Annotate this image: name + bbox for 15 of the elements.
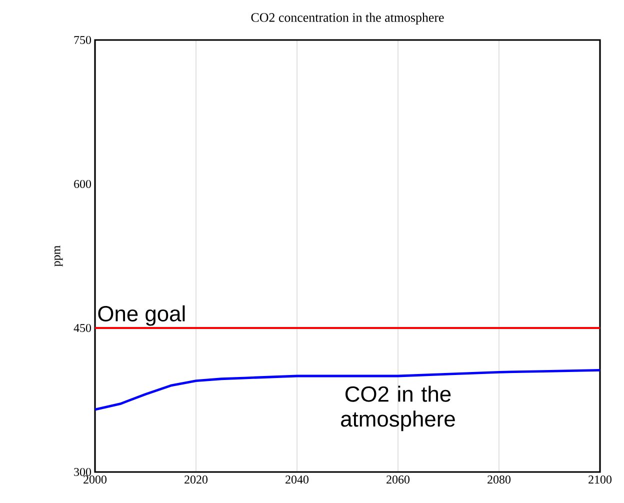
series-label: CO2 in the atmosphere bbox=[341, 386, 455, 432]
x-tick-label: 2020 bbox=[184, 476, 208, 484]
y-tick-label: 300 bbox=[74, 468, 92, 476]
x-tick-label: 2000 bbox=[84, 476, 106, 484]
y-tick-label: 450 bbox=[74, 324, 92, 332]
y-tick-label: 750 bbox=[74, 36, 92, 44]
x-tick-label: 2100 bbox=[588, 476, 612, 484]
x-tick-label: 2040 bbox=[286, 476, 308, 484]
ref-line-label: One goal bbox=[98, 305, 185, 326]
line-series bbox=[94, 369, 602, 411]
x-tick-label: 2080 bbox=[488, 476, 510, 484]
x-tick-label: 2060 bbox=[386, 476, 410, 484]
y-tick-label: 600 bbox=[74, 180, 92, 188]
chart-title: CO2 concentration in the atmosphere bbox=[251, 12, 444, 24]
y-axis-title: ppm bbox=[54, 246, 63, 266]
